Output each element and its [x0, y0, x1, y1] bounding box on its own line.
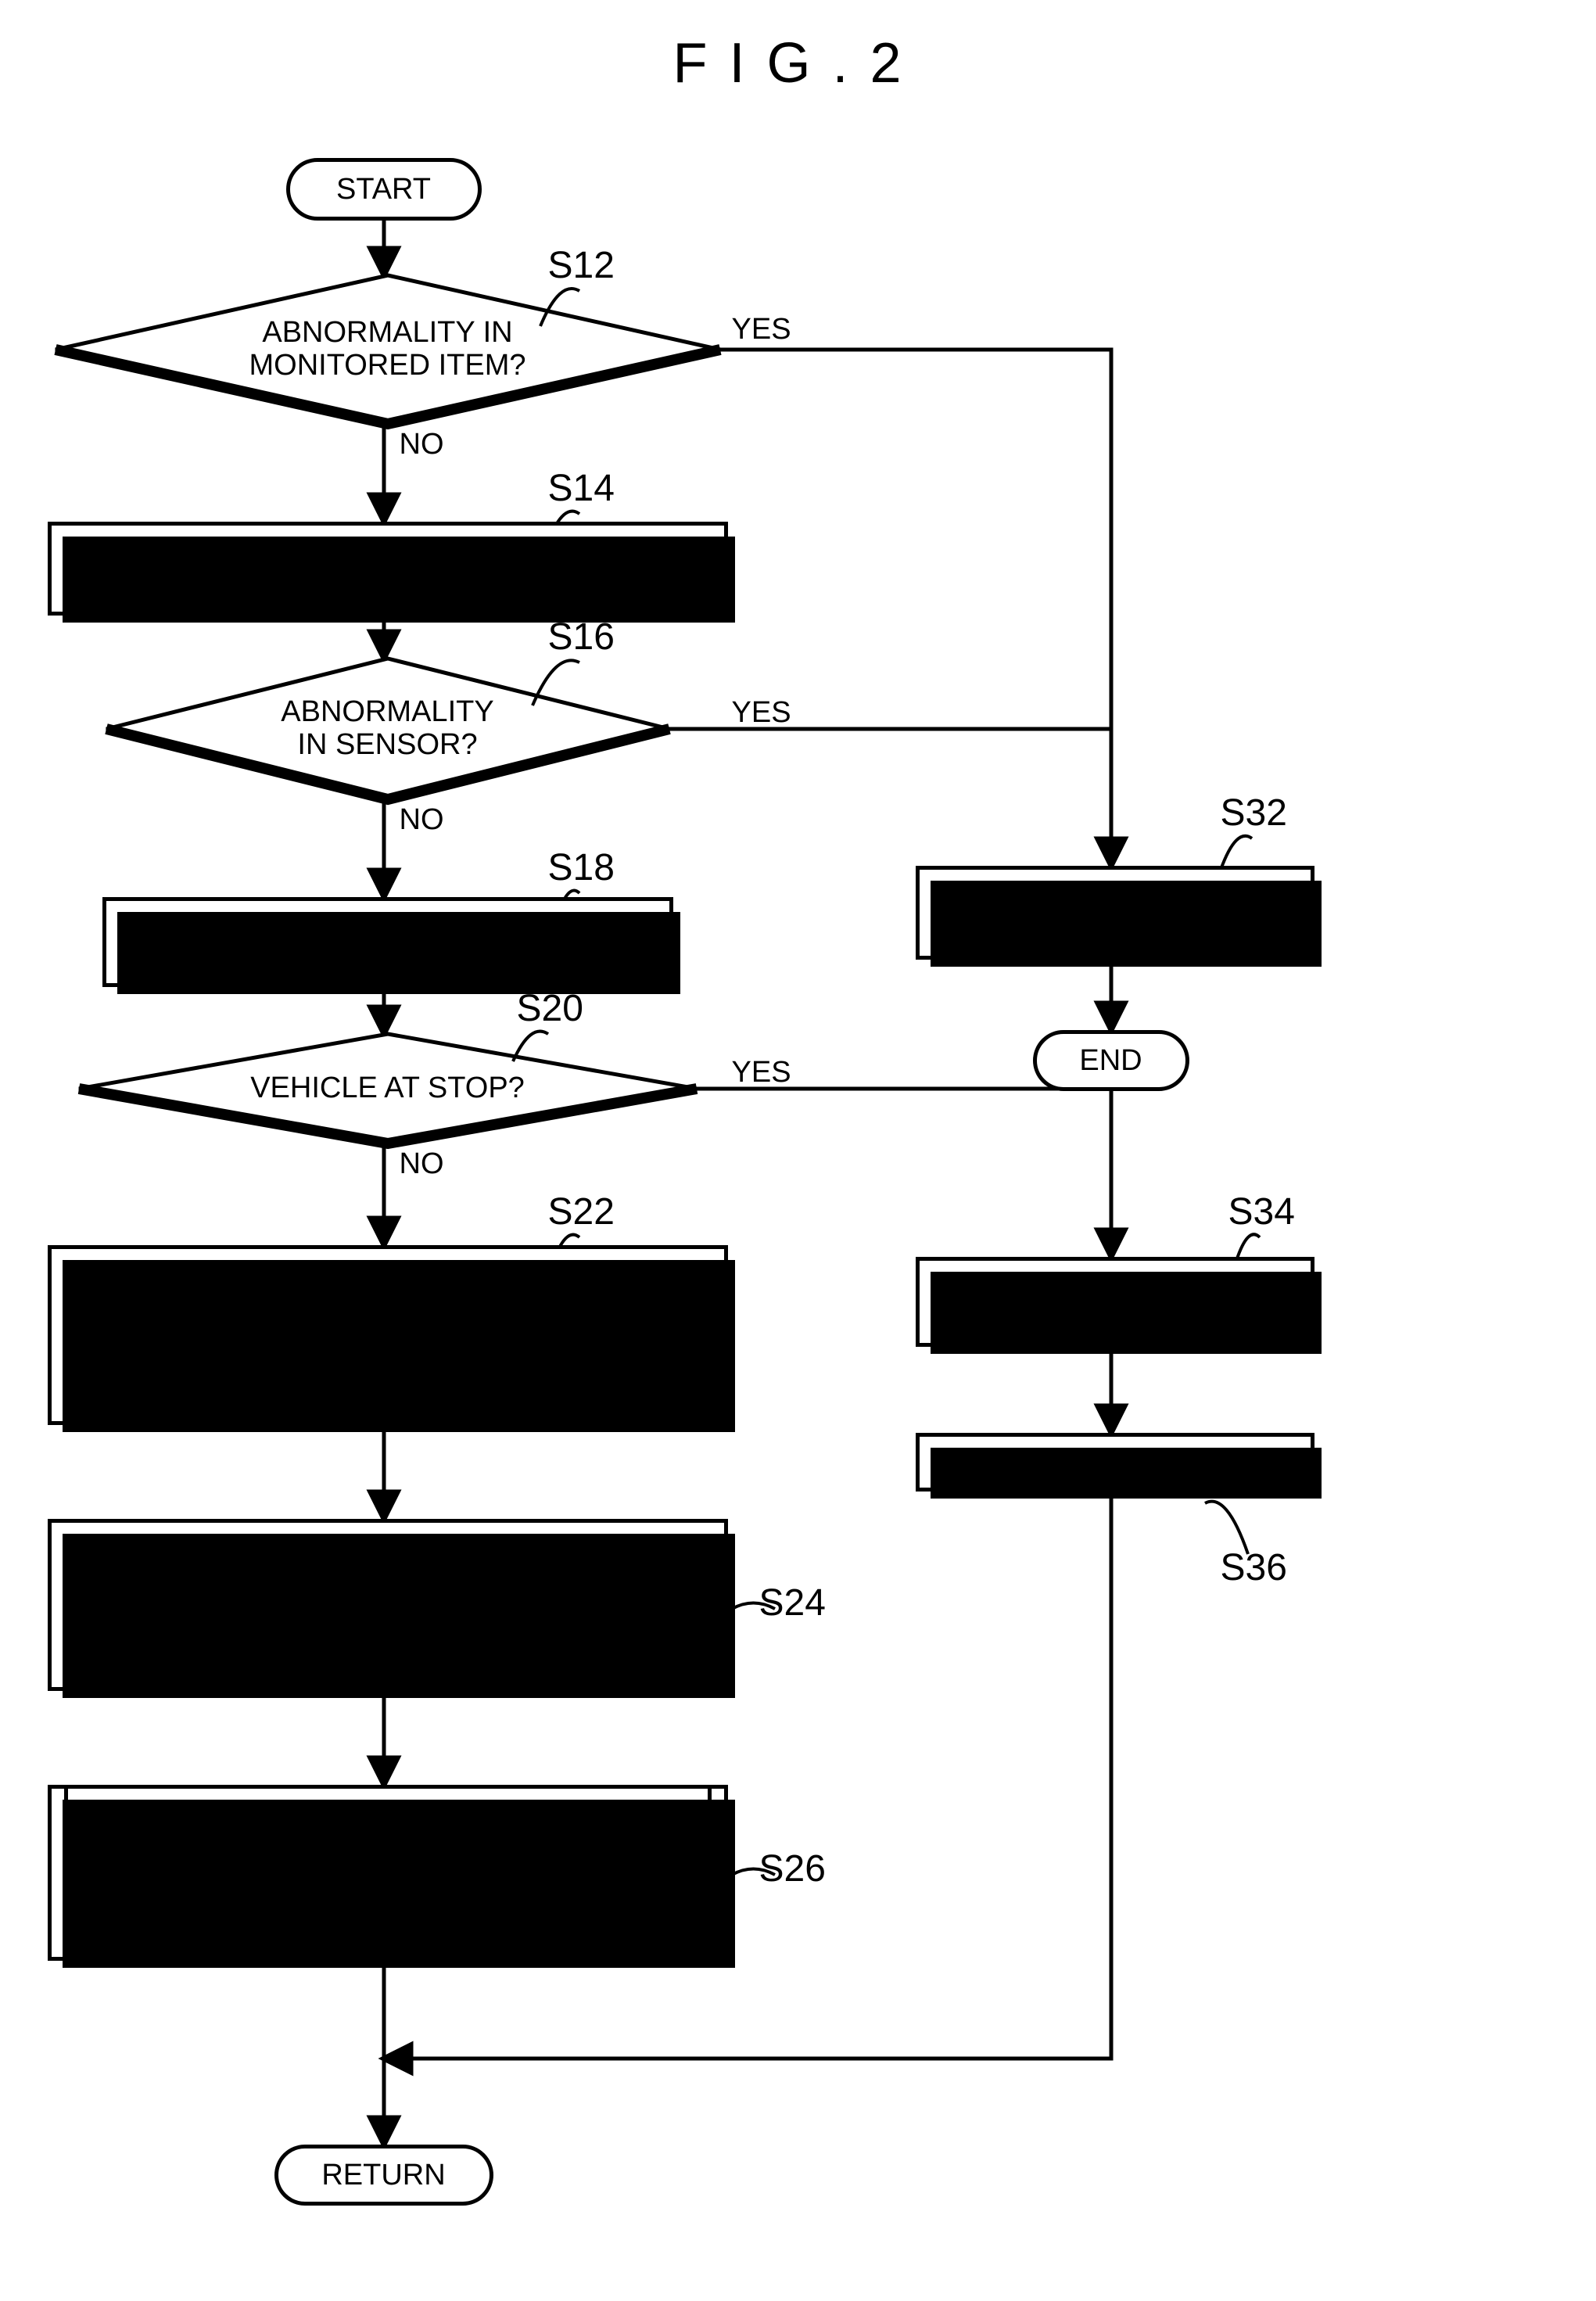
terminal-start-label: START — [336, 173, 431, 206]
terminal-return-label: RETURN — [321, 2159, 445, 2192]
edge-label-s16-yes: YES — [732, 696, 791, 730]
process-s24-text: CONTROL PRESSURE INTENSIFYINGLINEAR CONT… — [121, 1537, 654, 1674]
step-label-s36: S36 — [1221, 1546, 1287, 1589]
figure-title: FIG.2 — [31, 31, 1565, 95]
process-s34-text: SWITCH TO RegINCREASE MODE — [990, 1268, 1239, 1336]
step-label-s12: S12 — [548, 244, 615, 287]
process-s18-text: COMPUTE TARGETHYDRAULIC PRESSURE — [216, 908, 559, 976]
edge-label-s20-yes: YES — [732, 1056, 791, 1089]
edge-label-s12-no: NO — [400, 428, 444, 461]
terminal-end-label: END — [1079, 1044, 1142, 1078]
process-s32-text: SWITCH TOHYDROBOOSTER MODE — [940, 878, 1290, 946]
flowchart-canvas: START END RETURN ABNORMALITY INMONITORED… — [32, 158, 1565, 2270]
step-label-s14: S14 — [548, 467, 615, 510]
process-s22-text: CLOSE MASTER CUT VALVE 64,CLOSE REGULATO… — [133, 1267, 642, 1404]
edge-label-s16-no: NO — [400, 803, 444, 837]
terminal-end: END — [1033, 1030, 1189, 1091]
edge-label-s12-yes: YES — [732, 313, 791, 346]
subroutine-s26-text: CONTROL HYDRAULICPRESSURE RESPONSEABNORM… — [188, 1804, 586, 1941]
step-label-s26: S26 — [759, 1847, 826, 1890]
process-s18: COMPUTE TARGETHYDRAULIC PRESSURE — [102, 897, 673, 987]
decision-s12: ABNORMALITY INMONITORED ITEM? — [56, 275, 720, 424]
step-label-s34: S34 — [1228, 1190, 1295, 1233]
process-s24: CONTROL PRESSURE INTENSIFYINGLINEAR CONT… — [48, 1519, 728, 1691]
step-label-s32: S32 — [1221, 792, 1287, 835]
decision-s20-text: VEHICLE AT STOP? — [79, 1034, 697, 1143]
process-s34: SWITCH TO RegINCREASE MODE — [916, 1257, 1314, 1347]
edge-label-s20-no: NO — [400, 1147, 444, 1181]
decision-s16-text: ABNORMALITYIN SENSOR? — [106, 659, 669, 799]
process-s14-text: MEASURE BY STROKE SENSOR 25,REGULATOR PR… — [123, 534, 651, 602]
decision-s12-text: ABNORMALITY INMONITORED ITEM? — [56, 275, 720, 424]
process-s36-text: SENSOR ASSAY — [1000, 1445, 1229, 1480]
process-s14: MEASURE BY STROKE SENSOR 25,REGULATOR PR… — [48, 522, 728, 616]
step-label-s18: S18 — [548, 846, 615, 889]
decision-s16: ABNORMALITYIN SENSOR? — [106, 659, 669, 799]
decision-s20: VEHICLE AT STOP? — [79, 1034, 697, 1143]
process-s32: SWITCH TOHYDROBOOSTER MODE — [916, 866, 1314, 960]
process-s22: CLOSE MASTER CUT VALVE 64,CLOSE REGULATO… — [48, 1245, 728, 1425]
step-label-s24: S24 — [759, 1581, 826, 1624]
step-label-s22: S22 — [548, 1190, 615, 1233]
subroutine-s26: CONTROL HYDRAULICPRESSURE RESPONSEABNORM… — [48, 1785, 728, 1961]
process-s36: SENSOR ASSAY — [916, 1433, 1314, 1492]
terminal-return: RETURN — [274, 2145, 493, 2206]
terminal-start: START — [286, 158, 482, 221]
